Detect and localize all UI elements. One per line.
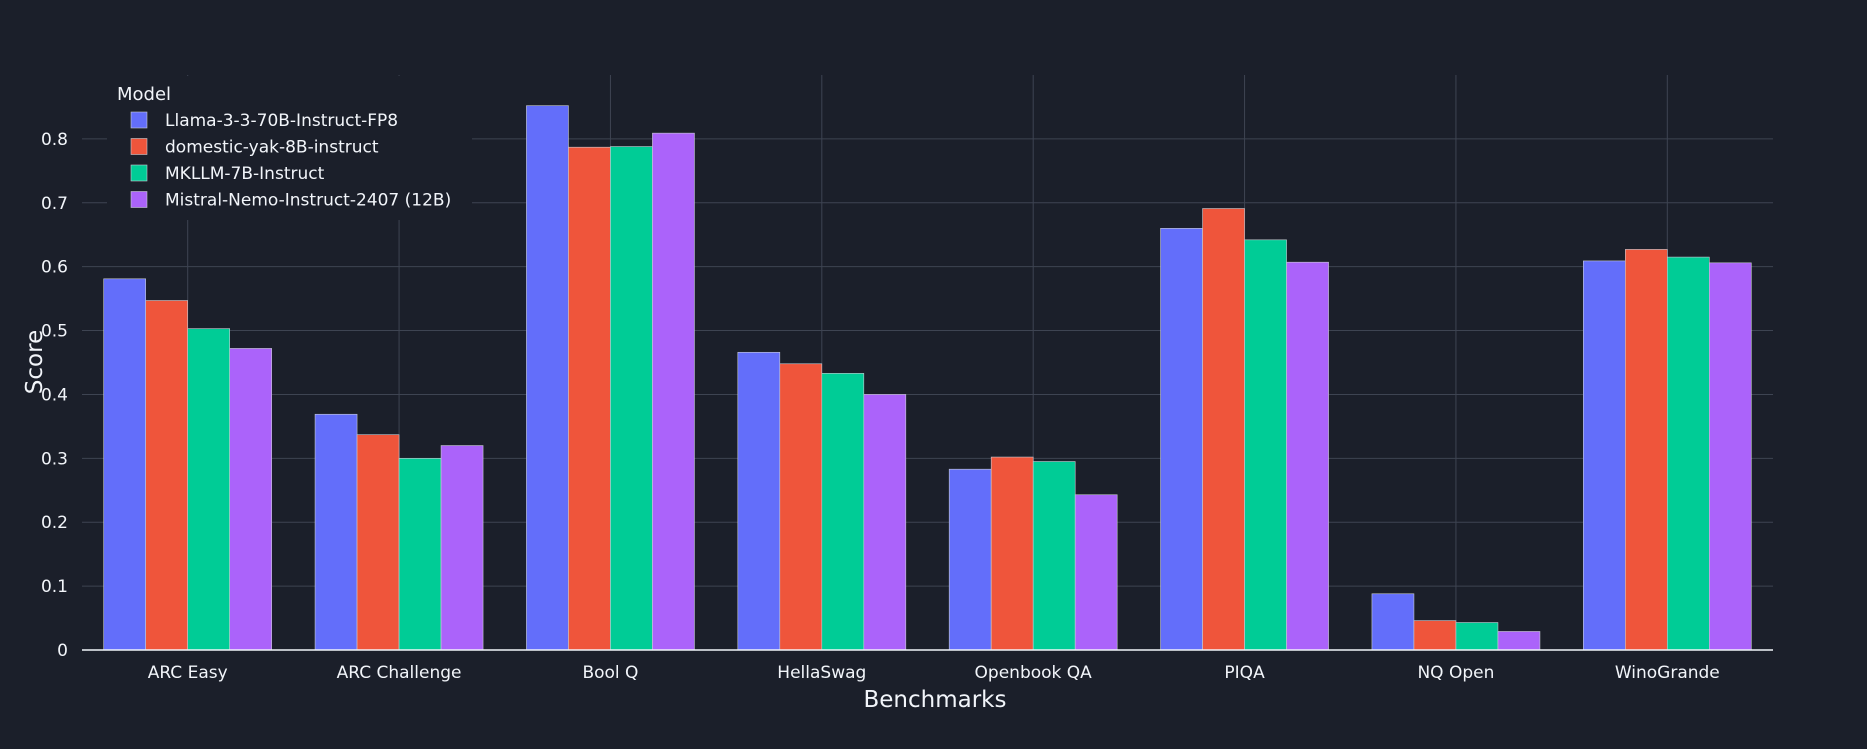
x-tick-label: Openbook QA bbox=[975, 663, 1093, 683]
bar[interactable] bbox=[737, 351, 781, 651]
axes-layer: 0 0.1 0.2 0.3 0.4 0.5 0.6 0.7 0.8 ARC Easy ARC Cha… bbox=[41, 130, 1773, 683]
bar[interactable] bbox=[526, 105, 569, 651]
legend-swatch bbox=[130, 191, 148, 208]
bar[interactable] bbox=[1583, 260, 1626, 651]
bar[interactable] bbox=[779, 363, 823, 651]
legend-item-label[interactable]: Mistral-Nemo-Instruct-2407 (12B) bbox=[165, 191, 451, 211]
x-tick-label: NQ Open bbox=[1417, 663, 1494, 683]
legend-swatch bbox=[130, 138, 148, 155]
bar[interactable] bbox=[229, 348, 272, 651]
x-tick-label: PIQA bbox=[1224, 663, 1265, 683]
bar[interactable] bbox=[103, 278, 146, 651]
y-tick-label: 0.7 bbox=[41, 194, 68, 214]
y-tick-label: 0.3 bbox=[41, 449, 68, 469]
x-tick-label: Bool Q bbox=[582, 663, 638, 683]
bar[interactable] bbox=[610, 146, 653, 651]
bar[interactable] bbox=[1497, 631, 1541, 651]
y-tick-label: 0.6 bbox=[41, 258, 68, 278]
bar[interactable] bbox=[1709, 262, 1752, 651]
bar[interactable] bbox=[1074, 494, 1118, 651]
bar[interactable] bbox=[863, 394, 907, 651]
bar[interactable] bbox=[1371, 593, 1415, 651]
bar[interactable] bbox=[145, 300, 188, 651]
x-tick-label: WinoGrande bbox=[1615, 663, 1720, 683]
y-tick-label: 0.5 bbox=[41, 322, 68, 342]
y-tick-label: 0.2 bbox=[41, 513, 68, 533]
bar[interactable] bbox=[1286, 261, 1329, 651]
legend-title: Model bbox=[117, 84, 171, 105]
y-tick-label: 0 bbox=[57, 641, 68, 661]
bar[interactable] bbox=[1032, 461, 1076, 651]
y-tick-label: 0.4 bbox=[41, 385, 68, 405]
x-tick-label: ARC Challenge bbox=[337, 663, 462, 683]
bar[interactable] bbox=[821, 373, 865, 651]
bars-layer bbox=[103, 105, 1752, 651]
bar[interactable] bbox=[1667, 256, 1710, 651]
legend-swatch bbox=[130, 111, 148, 129]
bar[interactable] bbox=[990, 456, 1034, 651]
x-tick-label: HellaSwag bbox=[777, 663, 866, 683]
bar[interactable] bbox=[948, 468, 992, 651]
bar[interactable] bbox=[398, 458, 442, 651]
y-axis-title: Score bbox=[22, 330, 48, 394]
legend-item-label[interactable]: Llama-3-3-70B-Instruct-FP8 bbox=[165, 111, 398, 131]
bar[interactable] bbox=[1202, 208, 1245, 651]
bar[interactable] bbox=[1244, 239, 1287, 651]
x-axis-title: Benchmarks bbox=[864, 687, 1007, 713]
bar[interactable] bbox=[314, 413, 358, 651]
y-tick-label: 0.8 bbox=[41, 130, 68, 150]
bar[interactable] bbox=[1455, 622, 1499, 651]
y-tick-label: 0.1 bbox=[41, 577, 68, 597]
bar[interactable] bbox=[187, 328, 230, 651]
bar[interactable] bbox=[1413, 620, 1457, 651]
bar[interactable] bbox=[568, 146, 611, 651]
bar[interactable] bbox=[440, 445, 484, 651]
bar[interactable] bbox=[356, 434, 400, 651]
legend-item-label[interactable]: MKLLM-7B-Instruct bbox=[165, 164, 325, 184]
x-tick-label: ARC Easy bbox=[148, 663, 228, 683]
bar[interactable] bbox=[1625, 249, 1668, 651]
legend-background bbox=[107, 76, 472, 220]
bar[interactable] bbox=[1160, 228, 1203, 651]
legend-swatch bbox=[130, 164, 148, 182]
bar[interactable] bbox=[652, 132, 695, 651]
legend[interactable]: Model Llama-3-3-70B-Instruct-FP8 domestic… bbox=[107, 76, 472, 220]
legend-item-label[interactable]: domestic-yak-8B-instruct bbox=[165, 138, 379, 158]
